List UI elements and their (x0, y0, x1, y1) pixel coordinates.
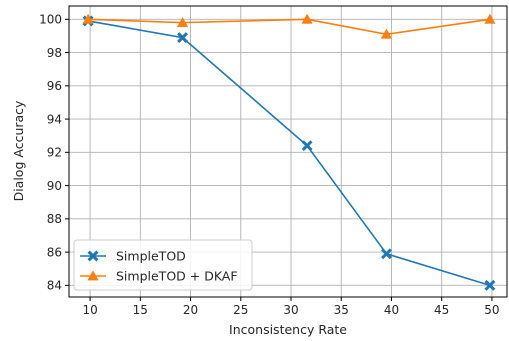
series-layer (82, 13, 496, 291)
x-tick-label: 10 (82, 303, 97, 317)
plot-frame (68, 5, 508, 298)
data-point (380, 28, 393, 39)
legend-marker (87, 250, 99, 262)
legend-label: SimpleTOD (116, 249, 186, 264)
data-point (301, 140, 313, 152)
data-point (484, 279, 496, 291)
y-axis-ticks: 84 86 88 90 92 94 96 98 100 (39, 13, 69, 293)
x-tick-label: 50 (484, 303, 499, 317)
x-axis-ticks: 10 15 20 25 30 35 40 45 50 (82, 297, 500, 317)
x-tick-label: 15 (133, 303, 148, 317)
y-tick-label: 96 (47, 79, 62, 93)
x-tick-label: 35 (334, 303, 349, 317)
x-tick-label: 45 (434, 303, 449, 317)
y-tick-label: 94 (47, 112, 62, 126)
y-tick-label: 92 (47, 146, 62, 160)
y-tick-label: 90 (47, 179, 62, 193)
legend-marker (87, 270, 99, 281)
y-tick-label: 98 (47, 46, 62, 60)
y-tick-label: 100 (39, 13, 62, 27)
x-tick-label: 20 (183, 303, 198, 317)
x-axis-label: Inconsistency Rate (229, 322, 347, 337)
y-tick-label: 84 (47, 279, 62, 293)
data-point (484, 13, 496, 24)
data-point (82, 13, 94, 24)
data-point (301, 13, 313, 24)
legend-box (73, 239, 253, 291)
x-tick-label: 30 (283, 303, 298, 317)
x-tick-label: 40 (384, 303, 399, 317)
y-tick-label: 86 (47, 245, 62, 259)
legend-label: SimpleTOD + DKAF (116, 269, 238, 284)
data-point (176, 32, 189, 44)
axes (68, 5, 508, 298)
y-axis-label: Dialog Accuracy (11, 100, 26, 201)
x-tick-label: 25 (233, 303, 248, 317)
legend: SimpleTOD SimpleTOD + DKAF (73, 239, 253, 291)
data-point (380, 248, 393, 260)
data-point (176, 16, 189, 28)
y-tick-label: 88 (47, 212, 62, 226)
